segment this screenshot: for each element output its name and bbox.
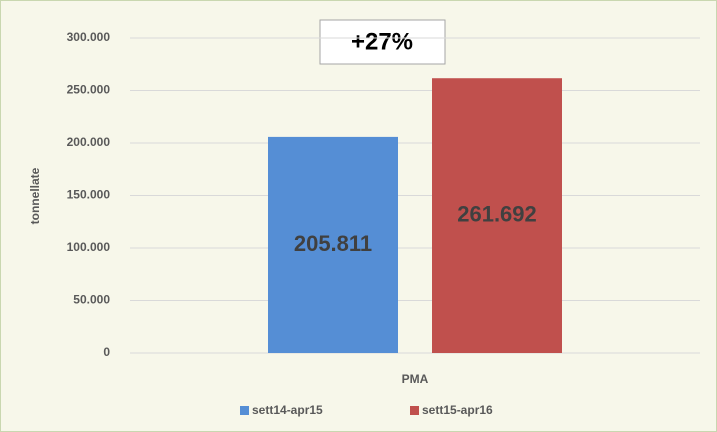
y-tick-label: 150.000 [67,188,111,202]
bar [268,136,398,353]
y-tick-label: 100.000 [67,240,111,254]
y-tick-label: 300.000 [67,30,111,44]
y-tick-label: 50.000 [73,293,110,307]
y-tick-label: 250.000 [67,83,111,97]
annotation: +27% [351,28,413,55]
legend-label: sett14-apr15 [252,403,323,417]
annotation-box [319,19,446,65]
legend-label: sett15-apr16 [422,403,493,417]
y-axis-title: tonnellate [28,167,42,224]
y-tick-label: 200.000 [67,135,111,149]
x-tick-label: PMA [402,372,429,386]
bar [432,78,562,354]
y-tick-label: 0 [103,345,110,359]
value-label: 261.692 [457,201,537,226]
value-label: 205.811 [294,231,372,256]
legend-swatch [410,406,419,415]
legend-swatch [240,406,249,415]
